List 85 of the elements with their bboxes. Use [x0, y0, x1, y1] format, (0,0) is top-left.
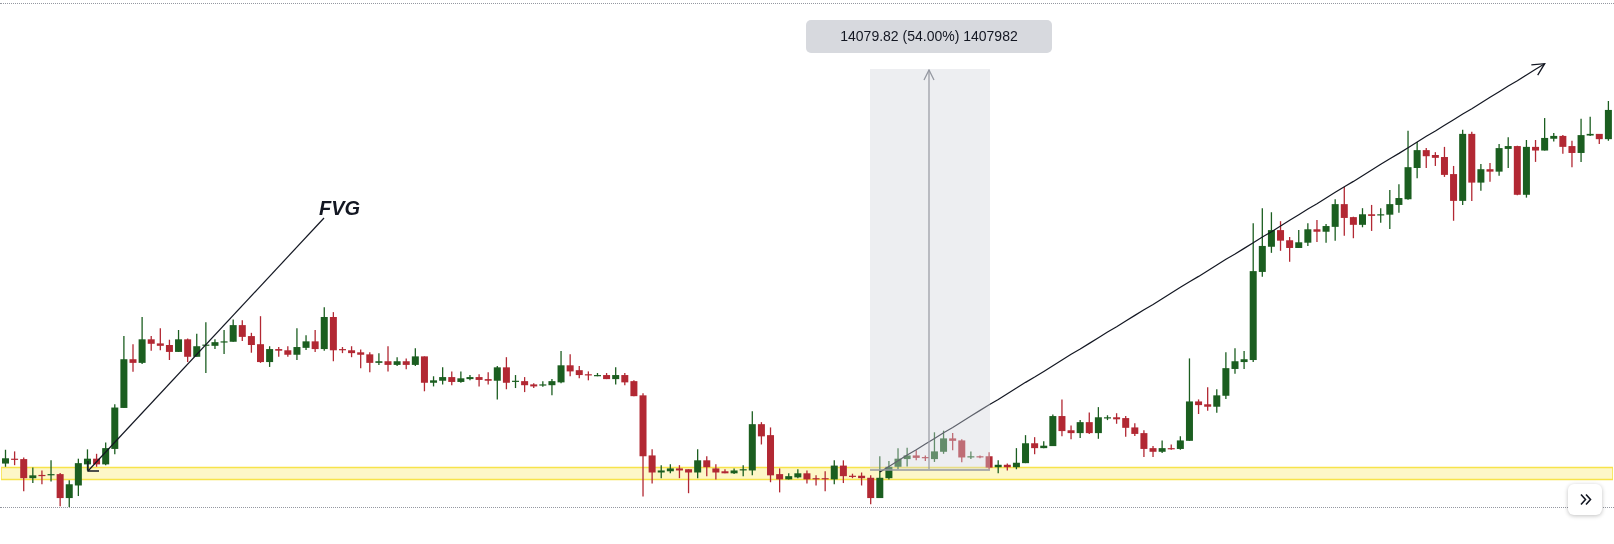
candlestick [685, 468, 693, 494]
candlestick [1213, 388, 1221, 414]
candlestick [1277, 220, 1285, 252]
candlestick [1577, 118, 1585, 163]
candlestick [1122, 415, 1130, 438]
candlestick [74, 458, 82, 497]
candlestick [1331, 198, 1339, 242]
candlestick [1085, 411, 1093, 435]
candlestick [1286, 236, 1294, 263]
candlestick [1094, 406, 1102, 440]
candlestick [757, 421, 765, 446]
candlestick [1504, 136, 1512, 169]
candlestick [694, 448, 702, 479]
candlestick [56, 472, 64, 507]
candlestick [229, 318, 237, 343]
text: 14079.82 (54.00%) 1407982 [806, 20, 1052, 53]
candlestick [1413, 141, 1421, 179]
candlestick [1422, 147, 1430, 169]
candlestick [830, 459, 838, 485]
candlestick [311, 329, 319, 353]
candlestick [1012, 447, 1020, 470]
candlestick [1395, 183, 1403, 214]
candlestick [648, 448, 656, 485]
candlestick [876, 455, 884, 499]
candlestick [175, 329, 183, 353]
candlestick [1440, 146, 1448, 178]
candlestick [247, 332, 255, 354]
candlestick [867, 474, 875, 505]
candlestick [1231, 347, 1239, 375]
candlestick [776, 467, 784, 494]
candlestick [1240, 350, 1248, 370]
candlestick [266, 345, 274, 368]
candlestick [703, 455, 711, 477]
candlestick [366, 351, 374, 373]
candlestick [1541, 117, 1549, 152]
candlestick [502, 356, 510, 390]
candlestick [457, 370, 465, 384]
candlestick [1058, 398, 1066, 438]
candlestick [493, 365, 501, 401]
candlestick [1477, 163, 1485, 192]
candlestick [1495, 143, 1503, 177]
candlestick [1022, 434, 1030, 464]
annotation: FVG [319, 197, 361, 220]
candlestick [839, 459, 847, 484]
candlestick [1140, 429, 1148, 458]
candlestick [958, 438, 966, 463]
candlestick [548, 378, 556, 396]
candlestick [1313, 219, 1321, 243]
candlestick [1340, 186, 1348, 237]
candlestick [1267, 211, 1275, 254]
candlestick [1568, 140, 1576, 168]
candlestick [1559, 134, 1567, 155]
candlestick [220, 329, 228, 355]
candlestick [238, 319, 246, 342]
candlestick [1204, 386, 1212, 412]
candlestick [129, 343, 137, 373]
candlestick [712, 463, 720, 481]
candlestick [357, 348, 365, 369]
candlestick [165, 339, 173, 361]
candlestick [557, 350, 565, 384]
candlestick [257, 315, 265, 364]
candlestick [293, 327, 301, 361]
candlestick [193, 332, 201, 358]
candlestick [375, 352, 383, 366]
candlestick [1486, 162, 1494, 183]
candlestick [156, 327, 164, 351]
candlestick [1532, 139, 1540, 163]
candlestick [566, 353, 574, 377]
candlestick [475, 373, 483, 388]
candlestick [940, 430, 948, 455]
candlestick [20, 456, 28, 492]
candlestick [1149, 445, 1157, 458]
candlestick [1067, 424, 1075, 440]
candlestick [1586, 116, 1594, 137]
candlestick [1358, 207, 1366, 228]
candlestick [1304, 222, 1312, 247]
candlestick [1158, 439, 1166, 454]
candlestick [1386, 189, 1394, 230]
candlestick [1322, 223, 1330, 244]
candlestick [384, 345, 392, 373]
candlestick [65, 479, 73, 507]
candlestick [1368, 204, 1376, 232]
candlestick [211, 338, 219, 350]
candlestick [138, 316, 146, 365]
candlestick [930, 431, 938, 463]
